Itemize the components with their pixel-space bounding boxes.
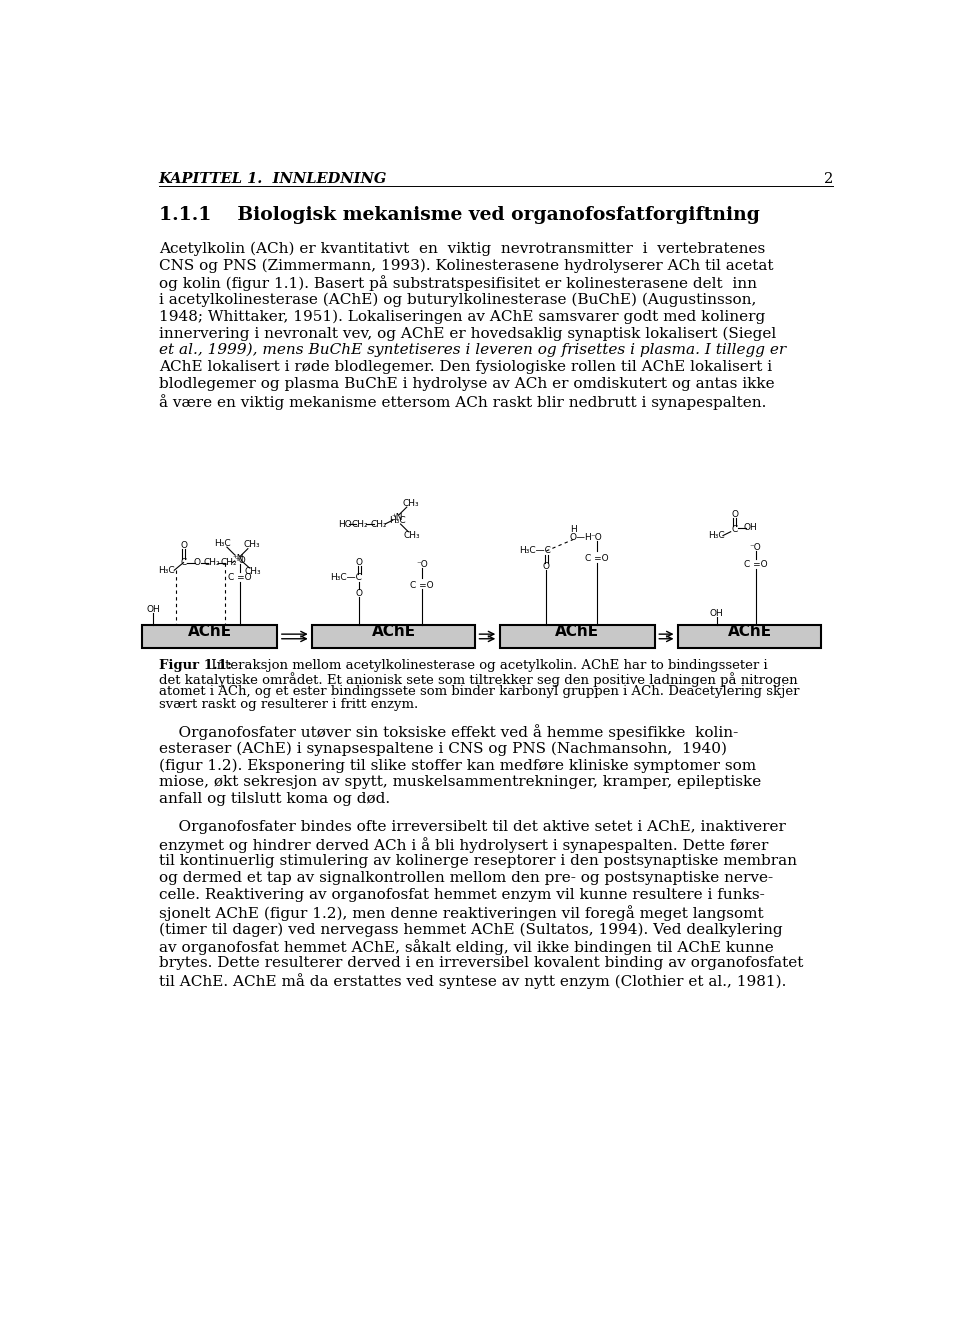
Text: C =O: C =O (585, 554, 609, 563)
FancyBboxPatch shape (142, 625, 277, 648)
Text: Interaksjon mellom acetylkolinesterase og acetylkolin. AChE har to bindingsseter: Interaksjon mellom acetylkolinesterase o… (206, 658, 767, 671)
Text: O: O (542, 562, 550, 571)
Text: AChE lokalisert i røde blodlegemer. Den fysiologiske rollen til AChE lokalisert : AChE lokalisert i røde blodlegemer. Den … (158, 360, 772, 375)
Text: å være en viktig mekanisme ettersom ACh raskt blir nedbrutt i synapespalten.: å være en viktig mekanisme ettersom ACh … (158, 394, 766, 410)
Text: ⁺N: ⁺N (232, 554, 244, 563)
Text: C: C (732, 525, 737, 534)
Text: C =O: C =O (744, 561, 767, 570)
Text: C =O: C =O (228, 574, 252, 583)
Text: av organofosfat hemmet AChE, såkalt elding, vil ikke bindingen til AChE kunne: av organofosfat hemmet AChE, såkalt eldi… (158, 939, 774, 955)
Text: CH₃: CH₃ (245, 567, 262, 576)
Text: innervering i nevronalt vev, og AChE er hovedsaklig synaptisk lokalisert (Siegel: innervering i nevronalt vev, og AChE er … (158, 326, 776, 340)
Text: Organofosfater utøver sin toksiske effekt ved å hemme spesifikke  kolin-: Organofosfater utøver sin toksiske effek… (158, 724, 738, 740)
FancyBboxPatch shape (312, 625, 475, 648)
Text: AChE: AChE (372, 624, 416, 640)
Text: til AChE. AChE må da erstattes ved syntese av nytt enzym (Clothier et al., 1981): til AChE. AChE må da erstattes ved synte… (158, 973, 786, 989)
Text: O: O (356, 558, 363, 567)
Text: atomet i ACh, og et ester bindingssete som binder karbonyl gruppen i ACh. Deacet: atomet i ACh, og et ester bindingssete s… (158, 685, 800, 698)
Text: CH₂: CH₂ (352, 520, 369, 529)
Text: O: O (732, 510, 738, 520)
Text: esteraser (AChE) i synapsespaltene i CNS og PNS (Nachmansohn,  1940): esteraser (AChE) i synapsespaltene i CNS… (158, 741, 727, 756)
Text: et al., 1999), mens BuChE syntetiseres i leveren og frisettes i plasma. I tilleg: et al., 1999), mens BuChE syntetiseres i… (158, 343, 786, 357)
Text: H₃C: H₃C (214, 538, 230, 547)
Text: H: H (570, 525, 577, 534)
Text: KAPITTEL 1.  INNLEDNING: KAPITTEL 1. INNLEDNING (158, 173, 387, 186)
Text: i acetylkolinesterase (AChE) og buturylkolinesterase (BuChE) (Augustinsson,: i acetylkolinesterase (AChE) og buturylk… (158, 293, 756, 306)
Text: OH: OH (147, 605, 160, 615)
Text: CH₂: CH₂ (220, 558, 237, 567)
Text: O: O (180, 541, 187, 550)
Text: O: O (194, 558, 201, 567)
Text: CH₃: CH₃ (404, 532, 420, 539)
Text: ⁻O: ⁻O (417, 559, 428, 568)
Text: miose, økt sekresjon av spytt, muskelsammentrekninger, kramper, epileptiske: miose, økt sekresjon av spytt, muskelsam… (158, 776, 761, 789)
Text: H₃C—C: H₃C—C (518, 546, 551, 555)
Text: Figur 1.1:: Figur 1.1: (158, 658, 231, 671)
Text: og kolin (figur 1.1). Basert på substratspesifisitet er kolinesterasene delt  in: og kolin (figur 1.1). Basert på substrat… (158, 276, 756, 291)
Text: AChE: AChE (728, 624, 772, 640)
Text: svært raskt og resulterer i fritt enzym.: svært raskt og resulterer i fritt enzym. (158, 698, 418, 711)
Text: (figur 1.2). Eksponering til slike stoffer kan medføre kliniske symptomer som: (figur 1.2). Eksponering til slike stoff… (158, 758, 756, 773)
Text: anfall og tilslutt koma og død.: anfall og tilslutt koma og død. (158, 791, 390, 806)
Text: blodlegemer og plasma BuChE i hydrolyse av ACh er omdiskutert og antas ikke: blodlegemer og plasma BuChE i hydrolyse … (158, 377, 775, 390)
Text: AChE: AChE (187, 624, 231, 640)
Text: 2: 2 (824, 173, 833, 186)
Text: CH₂: CH₂ (371, 520, 387, 529)
Text: til kontinuerlig stimulering av kolinerge reseptorer i den postsynaptiske membra: til kontinuerlig stimulering av kolinerg… (158, 855, 797, 868)
Text: ⁻O: ⁻O (590, 533, 603, 542)
Text: ⁻O: ⁻O (234, 555, 246, 565)
Text: O—H: O—H (569, 533, 592, 542)
Text: H₃C: H₃C (158, 566, 175, 575)
Text: celle. Reaktivering av organofosfat hemmet enzym vil kunne resultere i funks-: celle. Reaktivering av organofosfat hemm… (158, 888, 764, 902)
Text: brytes. Dette resulterer derved i en irreversibel kovalent binding av organofosf: brytes. Dette resulterer derved i en irr… (158, 956, 804, 969)
Text: 1948; Whittaker, 1951). Lokaliseringen av AChE samsvarer godt med kolinerg: 1948; Whittaker, 1951). Lokaliseringen a… (158, 309, 765, 323)
Text: CH₂: CH₂ (204, 558, 220, 567)
FancyBboxPatch shape (678, 625, 822, 648)
Text: O: O (356, 588, 363, 598)
Text: 1.1.1    Biologisk mekanisme ved organofosfatforgiftning: 1.1.1 Biologisk mekanisme ved organofosf… (158, 206, 759, 224)
Text: H₃C—C: H₃C—C (330, 574, 362, 583)
Text: HO: HO (338, 520, 351, 529)
Text: CH₃: CH₃ (402, 499, 419, 508)
Text: C: C (180, 558, 186, 567)
Text: (timer til dager) ved nervegass hemmet AChE (Sultatos, 1994). Ved dealkylering: (timer til dager) ved nervegass hemmet A… (158, 922, 782, 936)
Text: det katalytiske området. Et anionisk sete som tiltrekker seg den positive ladnin: det katalytiske området. Et anionisk set… (158, 671, 798, 687)
FancyBboxPatch shape (500, 625, 655, 648)
Text: AChE: AChE (555, 624, 599, 640)
Text: ⁻O: ⁻O (750, 542, 761, 551)
Text: OH: OH (709, 609, 724, 617)
Text: OH: OH (743, 524, 756, 533)
Text: enzymet og hindrer derved ACh i å bli hydrolysert i synapespalten. Dette fører: enzymet og hindrer derved ACh i å bli hy… (158, 838, 768, 853)
Text: CH₃: CH₃ (244, 541, 260, 549)
Text: CNS og PNS (Zimmermann, 1993). Kolinesterasene hydrolyserer ACh til acetat: CNS og PNS (Zimmermann, 1993). Kolineste… (158, 259, 773, 273)
Text: H₃C: H₃C (389, 516, 406, 525)
Text: Acetylkolin (ACh) er kvantitativt  en  viktig  nevrotransmitter  i  vertebratene: Acetylkolin (ACh) er kvantitativt en vik… (158, 241, 765, 256)
Text: C =O: C =O (411, 582, 434, 590)
Text: Organofosfater bindes ofte irreversibelt til det aktive setet i AChE, inaktivere: Organofosfater bindes ofte irreversibelt… (158, 820, 785, 835)
Text: sjonelt AChE (figur 1.2), men denne reaktiveringen vil foregå meget langsomt: sjonelt AChE (figur 1.2), men denne reak… (158, 905, 763, 921)
Text: ⁺N: ⁺N (391, 513, 402, 522)
Text: H₃C: H₃C (708, 532, 725, 539)
Text: og dermed et tap av signalkontrollen mellom den pre- og postsynaptiske nerve-: og dermed et tap av signalkontrollen mel… (158, 872, 773, 885)
